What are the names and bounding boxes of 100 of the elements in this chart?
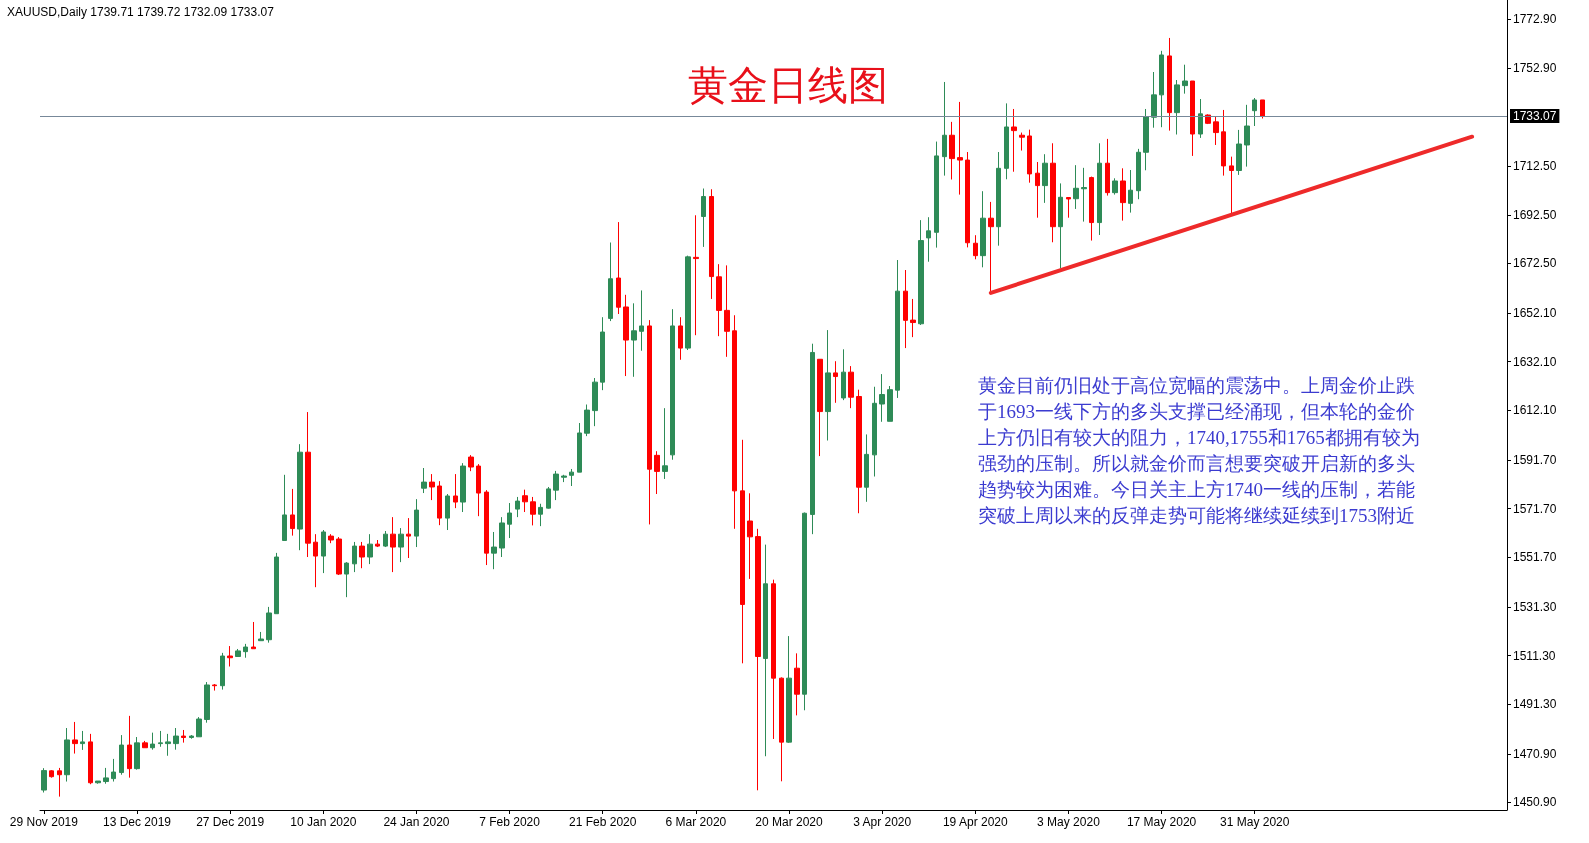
candlestick bbox=[856, 389, 862, 514]
candlestick bbox=[546, 486, 551, 510]
y-tick-label: 1531.30 bbox=[1513, 599, 1557, 614]
y-tick-label: 1551.70 bbox=[1513, 550, 1557, 565]
candlestick bbox=[522, 489, 528, 513]
candlestick bbox=[235, 648, 241, 658]
y-tick-label: 1511.30 bbox=[1513, 648, 1556, 663]
candlestick bbox=[173, 727, 179, 751]
candlestick bbox=[1004, 102, 1009, 180]
candlestick bbox=[1066, 196, 1071, 219]
candlestick bbox=[359, 541, 365, 569]
candlestick bbox=[918, 219, 924, 326]
candlestick bbox=[926, 216, 931, 263]
candlestick bbox=[864, 433, 869, 503]
candlestick bbox=[421, 467, 427, 494]
candlestick bbox=[1097, 142, 1102, 236]
candlestick bbox=[1244, 104, 1250, 168]
candlestick bbox=[771, 579, 776, 740]
candlestick bbox=[507, 502, 512, 539]
y-tick-label: 1450.90 bbox=[1513, 795, 1557, 810]
candlestick bbox=[468, 454, 474, 472]
candlestick bbox=[1174, 79, 1180, 136]
candlestick bbox=[639, 289, 644, 352]
candlestick bbox=[817, 358, 823, 457]
y-tick-label: 1491.30 bbox=[1513, 697, 1557, 712]
candlestick bbox=[227, 645, 233, 667]
candlestick bbox=[942, 81, 947, 177]
candlestick bbox=[949, 121, 955, 181]
candlestick bbox=[142, 740, 148, 749]
candlestick bbox=[569, 468, 574, 487]
candlestick bbox=[685, 255, 691, 351]
candlestick bbox=[165, 733, 171, 757]
candlestick bbox=[258, 631, 264, 642]
candlestick bbox=[693, 214, 699, 336]
candlestick bbox=[895, 259, 900, 399]
candlestick bbox=[709, 188, 714, 300]
candlestick bbox=[623, 294, 629, 377]
candlestick bbox=[616, 221, 621, 315]
candlestick bbox=[41, 767, 47, 793]
candlestick bbox=[460, 462, 466, 513]
candlestick bbox=[1073, 164, 1079, 210]
candlestick bbox=[1050, 142, 1056, 243]
x-tick-label: 3 Apr 2020 bbox=[853, 815, 912, 829]
candlestick bbox=[290, 488, 295, 537]
candlestick bbox=[584, 404, 590, 437]
candlestick bbox=[1260, 99, 1265, 119]
candlestick bbox=[592, 377, 598, 427]
candlestick bbox=[321, 529, 326, 574]
x-tick-label: 31 May 2020 bbox=[1220, 815, 1290, 829]
candlestick bbox=[297, 443, 303, 551]
x-tick-label: 20 Mar 2020 bbox=[755, 815, 824, 829]
candlestick bbox=[196, 716, 202, 738]
candlestick bbox=[181, 729, 186, 744]
candlestick bbox=[1190, 80, 1195, 157]
candlestick bbox=[879, 373, 885, 423]
y-tick-label: 1632.10 bbox=[1513, 354, 1557, 369]
candlestick bbox=[1167, 37, 1172, 132]
candlestick bbox=[678, 316, 683, 361]
candlestick bbox=[95, 780, 101, 785]
candlestick bbox=[810, 343, 815, 535]
candlestick bbox=[1252, 97, 1257, 127]
candlestick bbox=[1221, 109, 1226, 177]
candlestick bbox=[1128, 169, 1133, 214]
candlestick bbox=[103, 767, 109, 785]
candlestick bbox=[305, 411, 311, 558]
candlestick bbox=[336, 536, 342, 576]
x-tick-label: 24 Jan 2020 bbox=[383, 815, 450, 829]
candlestick bbox=[1198, 98, 1203, 139]
y-tick-label: 1591.70 bbox=[1513, 452, 1557, 467]
candlestick bbox=[282, 474, 287, 541]
candlestick bbox=[158, 730, 163, 748]
candlestick bbox=[49, 769, 54, 779]
candlestick bbox=[390, 516, 396, 573]
y-tick-label: 1692.50 bbox=[1513, 207, 1557, 222]
y-tick-label: 1772.90 bbox=[1513, 12, 1557, 27]
candlestick bbox=[251, 621, 256, 650]
candlestick bbox=[825, 329, 831, 442]
candlestick bbox=[189, 734, 194, 740]
candlestick bbox=[445, 493, 450, 531]
candlestick bbox=[383, 530, 388, 548]
candlestick bbox=[111, 758, 116, 783]
candlestick bbox=[988, 201, 994, 294]
candlestick bbox=[965, 151, 970, 248]
candlestick bbox=[344, 561, 349, 598]
candlestick bbox=[1120, 167, 1126, 222]
candlestick bbox=[150, 732, 155, 751]
candlestick bbox=[1081, 167, 1087, 223]
candlestick bbox=[561, 474, 567, 483]
x-tick-label: 13 Dec 2019 bbox=[102, 815, 172, 829]
x-tick-label: 17 May 2020 bbox=[1126, 815, 1197, 829]
candlestick bbox=[127, 715, 132, 779]
candlestick bbox=[872, 386, 877, 478]
x-tick-label: 21 Feb 2020 bbox=[569, 815, 637, 829]
x-tick-label: 29 Nov 2019 bbox=[9, 815, 79, 829]
candlestick bbox=[538, 503, 543, 527]
candlestick bbox=[802, 512, 807, 711]
candlestick bbox=[274, 552, 279, 615]
candlestick bbox=[1089, 176, 1094, 242]
x-tick-label: 7 Feb 2020 bbox=[479, 815, 541, 829]
candlestick bbox=[747, 492, 753, 580]
